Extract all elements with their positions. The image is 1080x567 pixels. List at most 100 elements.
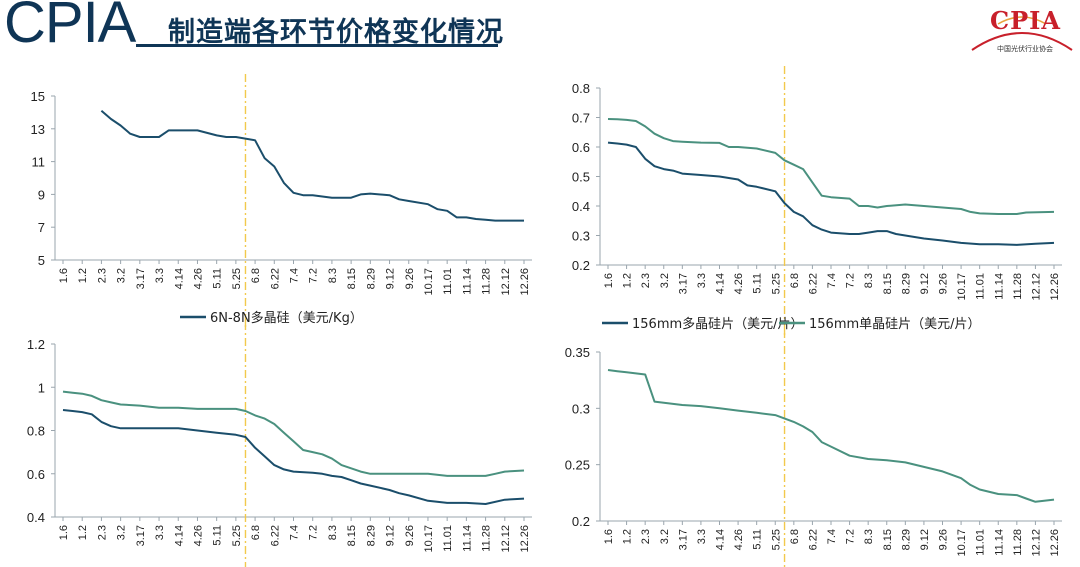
x-tick-label: 3.2: [659, 529, 671, 544]
x-tick-label: 11.01: [442, 268, 454, 295]
x-tick-label: 9.26: [404, 525, 416, 546]
x-tick-label: 8.15: [346, 268, 358, 289]
y-tick-label: 9: [38, 187, 45, 202]
legend-label: 156mm单晶硅片（美元/片）: [809, 317, 981, 332]
y-tick-label: 0.8: [27, 424, 45, 439]
x-tick-label: 12.12: [1030, 529, 1042, 557]
polysilicon-price-chart: 5 7 9 11 13 15 1.6 1.2 2.3 3.2 3.17 3.3 4.14 4.26 5.11…: [31, 74, 532, 330]
x-tick-label: 12.26: [519, 525, 531, 553]
x-tick-label: 8.15: [346, 525, 358, 546]
x-tick-label: 9.26: [404, 268, 416, 289]
y-tick-label: 0.35: [565, 345, 590, 360]
x-tick-label: 11.14: [993, 273, 1005, 300]
x-tick-label: 5.25: [770, 529, 782, 550]
series-line: [607, 369, 1055, 503]
x-tick-label: 2.3: [640, 273, 652, 288]
y-tick-label: 13: [31, 122, 45, 137]
x-tick-label: 3.17: [135, 525, 147, 546]
x-tick-label: 4.14: [715, 273, 727, 294]
x-tick-label: 12.12: [500, 268, 512, 296]
x-tick-label: 11.01: [975, 529, 987, 556]
x-tick-label: 4.26: [733, 273, 745, 294]
x-tick-label: 6.8: [789, 273, 801, 288]
x-tick-label: 11.14: [993, 529, 1005, 556]
y-tick-label: 0.3: [572, 401, 590, 416]
x-tick-label: 3.2: [116, 525, 128, 540]
x-tick-label: 9.12: [385, 268, 397, 289]
x-tick-label: 6.22: [269, 525, 281, 546]
x-tick-label: 9.26: [938, 273, 950, 294]
y-tick-label: 0.4: [27, 510, 45, 525]
x-tick-label: 2.3: [96, 268, 108, 283]
x-tick-label: 3.2: [116, 268, 128, 283]
x-tick-label: 4.14: [173, 268, 185, 289]
x-tick-label: 8.3: [327, 525, 339, 540]
y-tick-label: 0.4: [572, 199, 590, 214]
x-tick-label: 3.3: [696, 529, 708, 544]
x-tick-label: 5.25: [231, 525, 243, 546]
x-tick-label: 6.22: [807, 273, 819, 294]
x-tick-label: 7.4: [826, 273, 838, 288]
x-tick-label: 4.14: [173, 525, 185, 546]
x-tick-label: 12.26: [519, 268, 531, 296]
x-tick-label: 2.3: [640, 529, 652, 544]
x-tick-label: 8.3: [863, 529, 875, 544]
y-tick-label: 0.25: [565, 458, 590, 473]
brand-wordmark: CPIA: [4, 0, 136, 55]
legend-label: 156mm多晶硅片（美元/片）: [632, 316, 804, 332]
x-tick-label: 3.3: [696, 273, 708, 288]
y-tick-label: 0.2: [572, 258, 590, 273]
x-tick-label: 5.11: [212, 268, 224, 289]
x-tick-label: 10.17: [423, 525, 435, 553]
x-tick-label: 9.26: [938, 529, 950, 550]
logo-subtitle: 中国光伏行业协会: [997, 45, 1053, 53]
x-tick-label: 4.26: [192, 268, 204, 289]
logo-text: CPIA: [990, 6, 1061, 35]
x-tick-label: 5.25: [231, 268, 243, 289]
x-tick-label: 3.17: [135, 268, 147, 289]
y-tick-label: 0.2: [572, 514, 590, 529]
wafer-price-chart: 0.2 0.3 0.4 0.5 0.6 0.7 0.8 1.6 1.2 2.3 3.2 3.17 3.3…: [572, 66, 1062, 335]
page-header: CPIA 制造端各环节价格变化情况 CPIA 中国光伏行业协会: [0, 0, 1080, 60]
x-tick-label: 1.6: [603, 273, 615, 288]
y-tick-label: 1.2: [27, 337, 45, 352]
x-tick-label: 11.28: [481, 268, 493, 295]
x-tick-label: 6.8: [250, 525, 262, 540]
x-tick-label: 6.22: [269, 268, 281, 289]
x-tick-label: 8.15: [882, 529, 894, 550]
x-tick-label: 1.2: [77, 525, 89, 540]
x-tick-label: 5.11: [212, 525, 224, 546]
x-tick-label: 5.25: [770, 273, 782, 294]
x-tick-label: 7.2: [845, 529, 857, 544]
x-tick-label: 8.29: [365, 268, 377, 289]
x-tick-label: 2.3: [96, 525, 108, 540]
x-tick-label: 3.17: [677, 529, 689, 550]
y-tick-label: 0.8: [572, 81, 590, 96]
module-price-chart: 0.2 0.25 0.3 0.35 1.6 1.2 2.3 3.2 3.17 3.3 4.14 4.2…: [565, 330, 1062, 567]
x-tick-label: 7.2: [308, 525, 320, 540]
cell-price-chart: 0.4 0.6 0.8 1 1.2 1.6 1.2 2.3 3.2 3.17 3.3 4.14 4.26…: [27, 322, 532, 567]
x-tick-label: 11.28: [481, 525, 493, 552]
y-tick-label: 7: [38, 220, 45, 235]
x-tick-label: 11.01: [975, 273, 987, 300]
x-tick-label: 5.11: [752, 529, 764, 550]
x-tick-label: 7.4: [289, 525, 301, 540]
x-tick-label: 7.4: [289, 268, 301, 283]
y-tick-label: 1: [38, 380, 45, 395]
x-tick-label: 3.2: [659, 273, 671, 288]
y-tick-label: 15: [31, 89, 45, 104]
x-tick-label: 10.17: [423, 268, 435, 296]
x-tick-label: 1.2: [77, 268, 89, 283]
x-tick-label: 8.3: [863, 273, 875, 288]
x-tick-label: 4.26: [733, 529, 745, 550]
y-tick-label: 5: [38, 253, 45, 268]
series-line: [62, 390, 525, 477]
x-tick-label: 8.29: [900, 529, 912, 550]
title-underline: [136, 44, 498, 47]
y-tick-label: 0.5: [572, 170, 590, 185]
x-tick-label: 8.15: [882, 273, 894, 294]
y-tick-label: 0.7: [572, 111, 590, 126]
x-tick-label: 6.22: [807, 529, 819, 550]
x-tick-label: 11.14: [461, 268, 473, 295]
x-tick-label: 12.26: [1049, 529, 1061, 557]
